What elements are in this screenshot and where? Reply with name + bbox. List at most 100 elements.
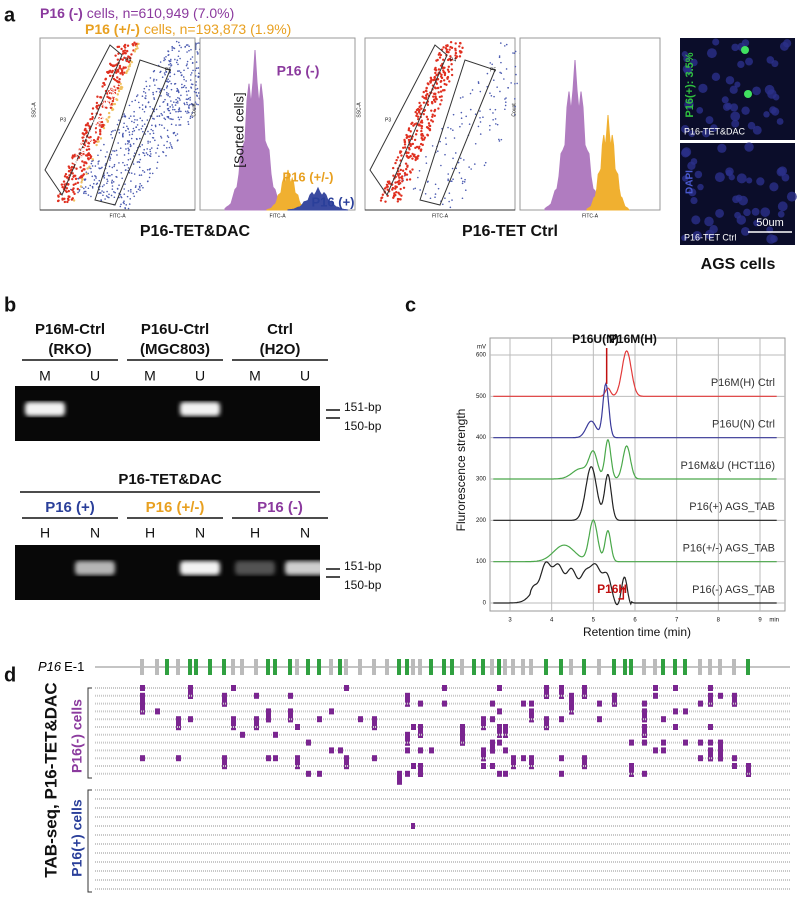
event-dot xyxy=(514,98,516,100)
event-dot xyxy=(166,129,169,132)
event-dot xyxy=(138,186,141,189)
event-dot xyxy=(163,72,166,74)
event-dot xyxy=(72,199,76,202)
event-dot xyxy=(394,185,397,189)
event-dot xyxy=(403,138,406,142)
event-dot xyxy=(447,50,450,54)
event-dot xyxy=(407,138,411,142)
x-tick-label: 7 xyxy=(675,618,679,624)
event-dot xyxy=(427,122,431,125)
event-dot xyxy=(447,178,449,180)
event-dot xyxy=(83,192,85,194)
event-dot xyxy=(121,73,124,76)
nucleus xyxy=(771,107,780,116)
event-dot xyxy=(479,121,482,123)
nucleus xyxy=(736,215,747,225)
event-dot xyxy=(111,188,114,190)
event-dot xyxy=(461,46,464,50)
event-dot xyxy=(96,107,99,110)
cpg-site xyxy=(497,659,501,675)
event-dot xyxy=(489,108,491,111)
axis-label: FITC-A xyxy=(582,213,599,219)
methylated-site xyxy=(708,692,713,707)
chromatogram xyxy=(493,350,777,397)
event-dot xyxy=(153,118,155,120)
event-dot xyxy=(187,123,190,126)
event-dot xyxy=(458,171,461,174)
event-dot xyxy=(403,143,407,146)
event-dot xyxy=(100,116,104,120)
x-tick-label: 5 xyxy=(592,618,596,624)
methylated-site xyxy=(582,755,587,770)
event-dot xyxy=(88,153,92,157)
event-dot xyxy=(132,192,135,195)
event-dot xyxy=(432,95,435,98)
event-dot xyxy=(153,98,156,101)
event-dot xyxy=(127,190,130,192)
event-dot xyxy=(98,123,101,127)
event-dot xyxy=(413,123,416,126)
event-dot xyxy=(470,168,472,170)
event-dot xyxy=(88,165,91,168)
event-dot xyxy=(165,87,168,89)
event-dot xyxy=(182,76,185,78)
event-dot xyxy=(90,171,93,173)
event-dot xyxy=(119,205,122,208)
event-dot xyxy=(91,160,93,162)
event-dot xyxy=(479,90,482,93)
nucleus xyxy=(731,43,739,52)
nucleus xyxy=(779,41,789,51)
methylated-site xyxy=(718,747,723,762)
event-dot xyxy=(426,82,429,85)
gel-band xyxy=(25,402,65,416)
event-dot xyxy=(124,207,126,209)
peak-label: P16 (+) xyxy=(312,194,355,209)
event-dot xyxy=(386,180,390,184)
event-dot xyxy=(173,108,176,111)
event-dot xyxy=(399,150,403,153)
event-dot xyxy=(80,181,83,184)
event-dot xyxy=(129,57,132,60)
nucleus xyxy=(741,39,750,47)
event-dot xyxy=(174,58,176,61)
event-dot xyxy=(407,127,411,130)
event-dot xyxy=(426,118,430,121)
event-dot xyxy=(178,44,181,47)
event-dot xyxy=(402,146,405,149)
event-dot xyxy=(145,80,147,83)
event-dot xyxy=(121,177,123,180)
axis-label: Count xyxy=(191,103,197,117)
cpg-site xyxy=(405,659,409,675)
event-dot xyxy=(431,115,434,118)
event-dot xyxy=(148,88,150,91)
event-dot xyxy=(99,191,101,194)
event-dot xyxy=(127,65,130,68)
event-dot xyxy=(413,138,417,142)
gene-name: P16 xyxy=(38,659,62,674)
event-dot xyxy=(132,163,135,165)
methylated-site xyxy=(683,739,688,746)
cpg-site xyxy=(194,659,198,675)
event-dot xyxy=(422,101,426,104)
event-dot xyxy=(129,158,132,160)
event-dot xyxy=(168,109,171,112)
event-dot xyxy=(166,140,168,143)
event-dot xyxy=(505,68,508,70)
nucleus xyxy=(743,208,751,217)
methylated-site xyxy=(698,700,703,707)
event-dot xyxy=(176,59,179,61)
event-dot xyxy=(434,71,437,75)
event-dot xyxy=(115,79,119,83)
event-dot xyxy=(189,58,192,60)
event-dot xyxy=(67,189,71,193)
event-dot xyxy=(126,195,129,198)
nucleus xyxy=(772,94,780,101)
event-dot xyxy=(433,108,437,112)
event-dot xyxy=(183,84,186,87)
event-dot xyxy=(89,118,92,121)
event-dot xyxy=(149,148,151,151)
methylated-site xyxy=(317,716,322,723)
event-dot xyxy=(130,137,133,140)
event-dot xyxy=(116,76,119,79)
methylated-site xyxy=(222,692,227,707)
